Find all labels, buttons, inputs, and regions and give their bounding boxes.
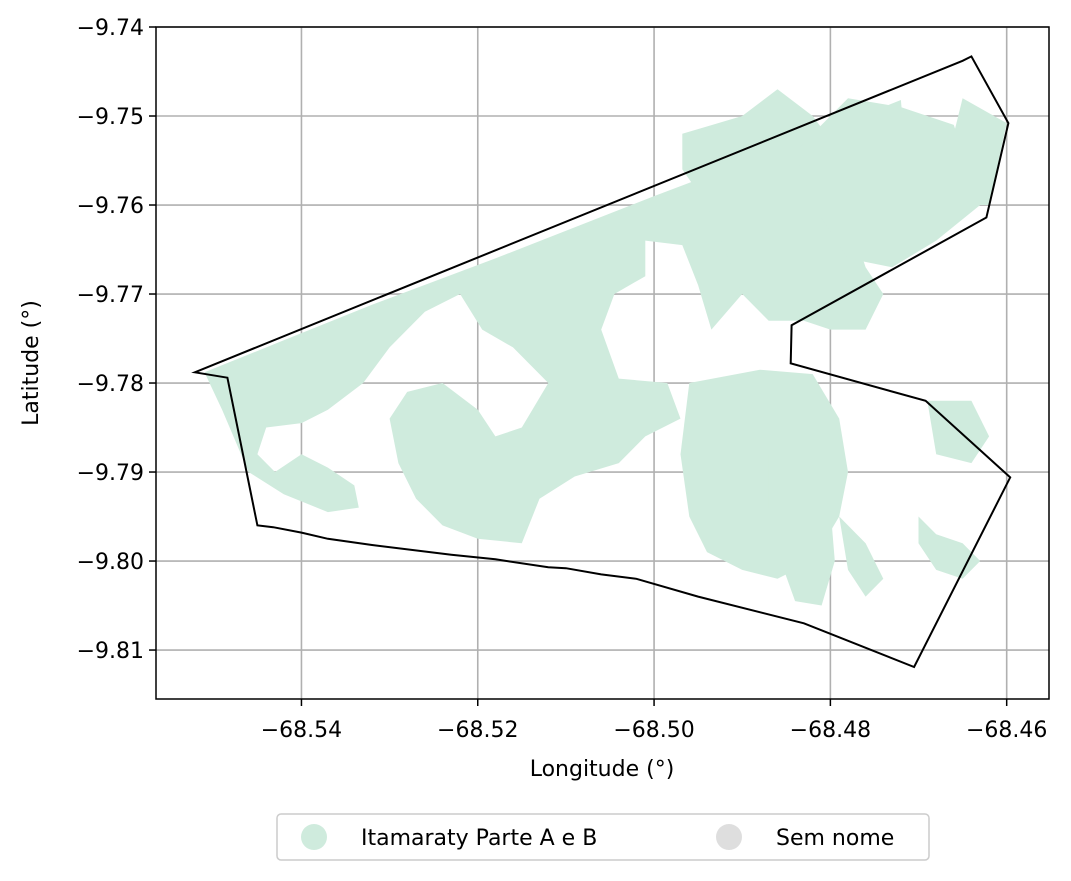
region-patch bbox=[953, 98, 1007, 205]
legend: Itamaraty Parte A e B Sem nome bbox=[276, 813, 930, 861]
legend-box bbox=[276, 813, 930, 861]
x-tick-label: −68.46 bbox=[966, 718, 1047, 743]
y-tick-label: −9.78 bbox=[77, 372, 144, 397]
legend-label-sem-nome: Sem nome bbox=[776, 826, 894, 851]
settlement-boundary bbox=[191, 55, 1012, 669]
x-tick-label: −68.54 bbox=[261, 718, 342, 743]
y-tick-label: −9.79 bbox=[77, 461, 144, 486]
region-patch bbox=[839, 516, 884, 597]
x-tick-label: −68.48 bbox=[790, 718, 871, 743]
x-tick-label: −68.50 bbox=[613, 718, 694, 743]
legend-marker-itamaraty bbox=[301, 824, 327, 850]
y-axis-ticks: −9.74 −9.75 −9.76 −9.77 −9.78 −9.79 −9.80 −9.81 bbox=[77, 16, 156, 664]
x-tick-label: −68.52 bbox=[437, 718, 518, 743]
legend-marker-sem-nome bbox=[716, 824, 742, 850]
y-tick-label: −9.75 bbox=[77, 105, 144, 130]
region-patch bbox=[918, 516, 981, 579]
y-tick-label: −9.81 bbox=[77, 639, 144, 664]
x-axis-ticks: −68.54 −68.52 −68.50 −68.48 −68.46 bbox=[261, 699, 1047, 743]
plot-area bbox=[155, 26, 1050, 700]
y-tick-label: −9.74 bbox=[77, 16, 144, 41]
y-axis-label: Latitude (°) bbox=[19, 300, 44, 426]
x-axis-label: Longitude (°) bbox=[530, 757, 675, 782]
y-tick-label: −9.77 bbox=[77, 283, 144, 308]
region-patch bbox=[795, 98, 981, 268]
plot-frame bbox=[155, 26, 1050, 700]
region-patch bbox=[768, 454, 835, 606]
y-tick-label: −9.80 bbox=[77, 550, 144, 575]
regions-layer bbox=[204, 89, 1007, 606]
y-tick-label: −9.76 bbox=[77, 194, 144, 219]
legend-label-itamaraty: Itamaraty Parte A e B bbox=[361, 826, 597, 851]
